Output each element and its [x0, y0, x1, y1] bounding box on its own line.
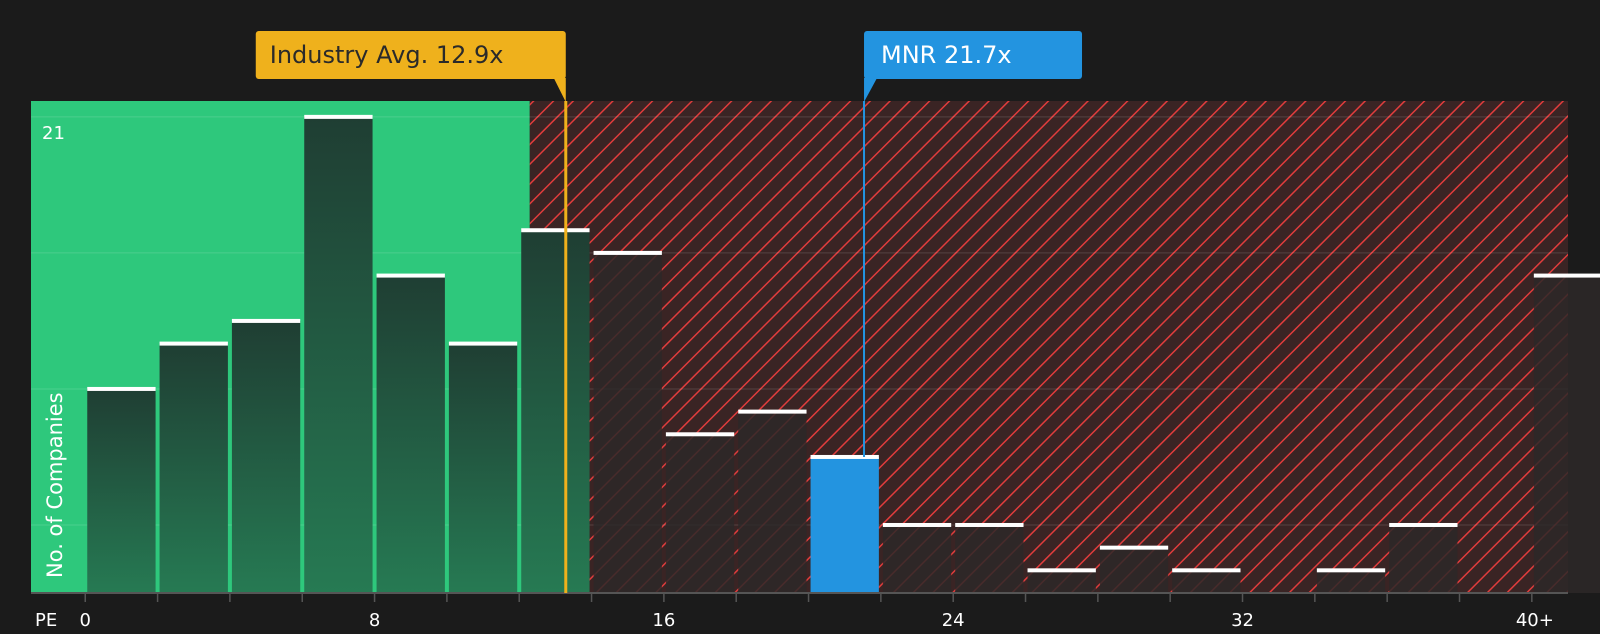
bar [231, 320, 301, 593]
bar-cap [231, 318, 301, 323]
bar [1316, 570, 1386, 593]
bar-cap [593, 250, 662, 255]
bar-cap [1316, 568, 1386, 573]
bar [955, 524, 1024, 593]
bar-cap [665, 432, 735, 437]
x-tick-label: 0 [80, 610, 91, 631]
bar [665, 434, 735, 593]
bar-cap [955, 522, 1024, 527]
bar [87, 388, 156, 593]
bar [448, 343, 518, 593]
bar-cap [376, 273, 445, 278]
bar [1099, 547, 1169, 593]
company-label: MNR 21.7x [881, 41, 1012, 69]
company-callout [864, 31, 1083, 79]
bar [882, 524, 952, 593]
bar-cap [1389, 522, 1458, 527]
bar-cap [1172, 568, 1241, 573]
bar-cap [1027, 568, 1096, 573]
bar [593, 252, 662, 593]
x-tick-label: 32 [1231, 610, 1254, 631]
company-pointer [864, 78, 878, 102]
bar [1027, 570, 1096, 593]
bar-cap [1099, 545, 1169, 550]
markers: Industry Avg. 12.9x MNR 21.7x [255, 31, 1083, 593]
bar [1533, 275, 1600, 593]
x-tick-label: 16 [652, 610, 675, 631]
y-tick-label: 21 [42, 123, 65, 144]
bar [304, 116, 373, 593]
bar [376, 275, 445, 593]
bar [1389, 524, 1458, 593]
bar-cap [1533, 273, 1600, 278]
axes: 21 0 8 16 24 32 40+ PE No. of Companies [31, 123, 1568, 631]
industry-avg-pointer [553, 78, 566, 102]
bar-cap [304, 114, 373, 119]
bar-cap [87, 386, 156, 391]
industry-avg-label: Industry Avg. 12.9x [270, 41, 504, 69]
bars [87, 114, 1600, 593]
bar [159, 343, 228, 593]
x-tick-label: 24 [942, 610, 965, 631]
x-tick-label: 40+ [1516, 610, 1554, 631]
industry-avg-callout [255, 31, 566, 79]
bar [738, 411, 807, 593]
bar-cap [810, 454, 879, 459]
bar-cap [738, 409, 807, 414]
bar-cap [521, 228, 590, 233]
bar-cap [448, 341, 518, 346]
x-axis-label: PE [35, 610, 57, 631]
y-axis-label: No. of Companies [43, 392, 67, 578]
bar-cap [159, 341, 228, 346]
highlighted-bar [810, 456, 879, 593]
bar [521, 230, 590, 593]
x-tick-label: 8 [369, 610, 380, 631]
bar [1172, 570, 1241, 593]
bar-cap [882, 522, 952, 527]
